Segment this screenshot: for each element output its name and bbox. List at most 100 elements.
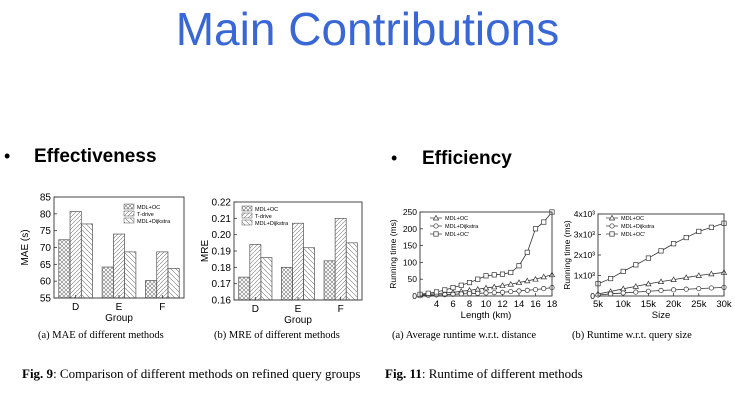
point-marker bbox=[632, 283, 639, 289]
point-marker bbox=[645, 280, 652, 287]
figure-label-11: Fig. 11 bbox=[385, 366, 422, 381]
x-tick-label: 8 bbox=[467, 299, 472, 310]
bar bbox=[281, 266, 293, 301]
point-marker bbox=[671, 287, 677, 293]
bullet-effectiveness: • bbox=[4, 146, 11, 166]
point-marker bbox=[683, 235, 689, 241]
y-tick-label: 80 bbox=[40, 209, 52, 220]
point-marker bbox=[491, 290, 497, 296]
section-efficiency: Efficiency bbox=[422, 148, 512, 169]
bar bbox=[323, 260, 336, 301]
chart-runtime-distance: 0 50 100 150 200 250 4 6 8 10 12 14 16 18 Length (km) R… bbox=[388, 207, 557, 321]
point-marker bbox=[658, 248, 664, 254]
slide-title: Main Contributions bbox=[175, 3, 560, 55]
x-tick-label: 10k bbox=[616, 299, 632, 310]
bar bbox=[292, 222, 304, 301]
bar bbox=[69, 211, 82, 299]
x-tick-label: 14 bbox=[514, 299, 525, 310]
point-marker bbox=[516, 263, 522, 269]
point-marker bbox=[608, 291, 614, 297]
point-marker bbox=[620, 290, 626, 296]
point-marker bbox=[609, 231, 615, 237]
y-tick-label: 0.19 bbox=[212, 247, 232, 258]
point-marker bbox=[425, 290, 431, 296]
x-tick-label: E bbox=[295, 304, 302, 315]
x-axis-label: Length (km) bbox=[461, 310, 512, 321]
caption-mae: (a) MAE of different methods bbox=[38, 330, 164, 341]
figure-caption-11: Fig. 11: Runtime of different methods bbox=[385, 365, 725, 382]
legend-entry: MDL+OC bbox=[621, 216, 644, 222]
caption-mre: (b) MRE of different methods bbox=[214, 330, 340, 341]
bar bbox=[303, 247, 315, 301]
point-marker bbox=[483, 290, 489, 296]
legend-entry: MDL+OC bbox=[255, 207, 278, 213]
chart-runtime-size: 0 1x10³ 2x10³ 3x10³ 4x10³ 5k 10k 15k 20k 25k 30k Si… bbox=[562, 209, 732, 321]
figure-caption-9: Fig. 9: Comparison of different methods … bbox=[22, 365, 374, 382]
point-marker bbox=[524, 249, 530, 255]
y-tick-label: 0 bbox=[590, 291, 595, 301]
x-tick-label: E bbox=[116, 302, 123, 313]
y-tick-label: 0.22 bbox=[212, 198, 232, 209]
point-marker bbox=[708, 285, 714, 291]
y-tick-label: 250 bbox=[403, 207, 417, 217]
point-marker bbox=[620, 268, 626, 274]
point-marker bbox=[491, 272, 497, 278]
point-marker bbox=[432, 214, 440, 221]
chart-mae: 55 60 65 70 75 80 85 D E F Group MAE (s) MDL+OCT-dri… bbox=[20, 193, 185, 324]
point-marker bbox=[708, 270, 715, 277]
point-marker bbox=[499, 282, 506, 288]
plot-frame bbox=[53, 196, 185, 299]
point-marker bbox=[450, 291, 456, 297]
x-tick-label: 15k bbox=[641, 299, 657, 310]
legend-entry: MDL+OC' bbox=[445, 232, 469, 238]
bar bbox=[113, 233, 125, 299]
point-marker bbox=[633, 289, 639, 295]
point-marker bbox=[532, 226, 539, 232]
y-tick-label: 55 bbox=[40, 294, 52, 305]
y-tick-label: 150 bbox=[403, 241, 417, 251]
bar bbox=[80, 223, 93, 299]
point-marker bbox=[657, 278, 665, 284]
y-tick-label: 200 bbox=[403, 224, 417, 234]
y-tick-label: 85 bbox=[40, 193, 52, 204]
point-marker bbox=[466, 280, 473, 286]
y-axis-label: Running time (ms) bbox=[388, 219, 398, 289]
y-tick-label: 65 bbox=[40, 260, 52, 271]
point-marker bbox=[433, 289, 440, 295]
y-tick-label: 60 bbox=[40, 277, 52, 288]
series-line bbox=[419, 211, 553, 295]
x-axis-label: Size bbox=[652, 310, 670, 321]
point-marker bbox=[433, 231, 439, 237]
point-marker bbox=[708, 224, 714, 230]
bar bbox=[334, 217, 347, 301]
y-tick-label: 75 bbox=[40, 226, 52, 237]
y-tick-label: 0.20 bbox=[212, 230, 232, 241]
bar bbox=[345, 242, 358, 301]
point-marker bbox=[683, 286, 689, 292]
bar bbox=[260, 257, 273, 301]
bar bbox=[156, 251, 169, 299]
point-marker bbox=[695, 272, 702, 278]
x-axis-label: Group bbox=[105, 313, 133, 324]
point-marker bbox=[483, 273, 489, 279]
figure-label-9: Fig. 9 bbox=[22, 366, 54, 381]
point-marker bbox=[532, 275, 539, 282]
caption-runtime-distance: (a) Average runtime w.r.t. distance bbox=[392, 330, 537, 341]
section-effectiveness: Effectiveness bbox=[34, 146, 157, 167]
y-tick-label: 1x10³ bbox=[574, 271, 595, 281]
y-axis-label: MAE (s) bbox=[20, 229, 31, 265]
plot-frame bbox=[597, 213, 725, 297]
point-marker bbox=[696, 286, 702, 292]
point-marker bbox=[540, 273, 547, 280]
legend-entry: MDL+Dijkstra bbox=[137, 219, 171, 225]
legend-entry: MDL+OC' bbox=[621, 232, 645, 238]
figure-text-11: : Runtime of different methods bbox=[421, 366, 583, 381]
x-axis-label: Group bbox=[284, 315, 312, 326]
point-marker bbox=[507, 280, 514, 287]
bar bbox=[249, 244, 262, 301]
x-tick-label: 20k bbox=[666, 299, 682, 310]
y-tick-label: 0.17 bbox=[212, 279, 232, 290]
point-marker bbox=[645, 255, 651, 261]
y-tick-label: 70 bbox=[40, 243, 52, 254]
x-tick-label: 10 bbox=[481, 299, 492, 310]
